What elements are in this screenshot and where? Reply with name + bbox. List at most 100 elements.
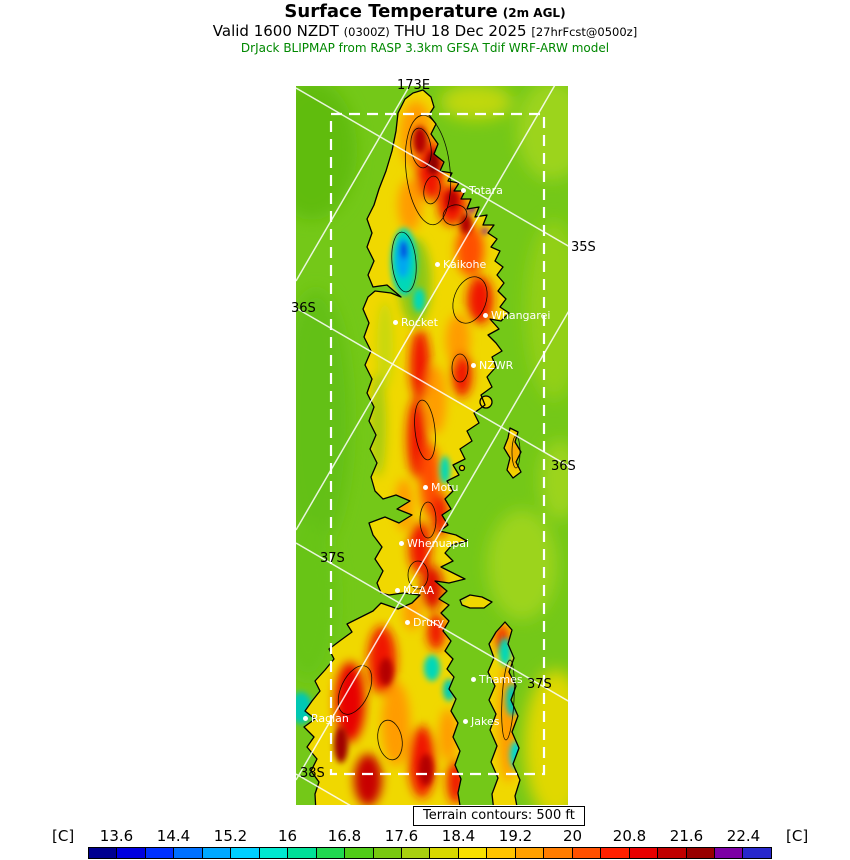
place-label: Whenuapai bbox=[407, 536, 470, 550]
coastline bbox=[303, 89, 522, 805]
colorbar-tick-label: 18.4 bbox=[441, 827, 476, 845]
latitude-label-36s-left: 36S bbox=[291, 301, 316, 316]
map-canvas bbox=[296, 86, 568, 805]
terrain-contours bbox=[337, 114, 521, 761]
place-dot-icon bbox=[471, 362, 476, 368]
colorbar-cell bbox=[401, 848, 431, 858]
colorbar-cell bbox=[231, 848, 260, 858]
place-marker-nzaa: NZAA bbox=[395, 582, 434, 598]
colorbar-cell bbox=[288, 848, 317, 858]
place-label: Drury bbox=[413, 615, 444, 629]
place-dot-icon bbox=[471, 676, 476, 682]
place-label: Jakes bbox=[471, 714, 500, 728]
title-main: Surface Temperature bbox=[284, 1, 498, 22]
colorbar-cell bbox=[202, 848, 232, 858]
colorbar-cell bbox=[174, 848, 203, 858]
place-marker-drury: Drury bbox=[405, 614, 444, 630]
valid-utc: (0300Z) bbox=[343, 25, 390, 39]
place-marker-whenuapai: Whenuapai bbox=[399, 535, 469, 551]
place-label: Totara bbox=[469, 183, 503, 197]
valid-prefix: Valid 1600 NZDT bbox=[212, 22, 339, 40]
colorbar-cell bbox=[430, 848, 459, 858]
colorbar-cell bbox=[743, 848, 771, 858]
model-info-line: DrJack BLIPMAP from RASP 3.3km GFSA Tdif… bbox=[240, 41, 610, 55]
place-label: NZAA bbox=[403, 583, 435, 597]
colorbar-cell bbox=[572, 848, 602, 858]
place-label: Rocket bbox=[401, 315, 438, 329]
colorbar-cell bbox=[601, 848, 630, 858]
place-marker-motu: Motu bbox=[423, 479, 459, 495]
sea-temperature-field bbox=[296, 86, 568, 805]
colorbar-tick-label: 16.8 bbox=[327, 827, 362, 845]
place-marker-whangarei: Whangarei bbox=[483, 307, 550, 323]
place-marker-jakes: Jakes bbox=[463, 713, 499, 729]
domain-boundary bbox=[329, 112, 546, 776]
place-marker-rocket: Rocket bbox=[393, 314, 438, 330]
sea-cool-spot bbox=[296, 692, 312, 724]
colorbar-cell bbox=[515, 848, 545, 858]
place-dot-icon bbox=[435, 261, 440, 267]
graticule bbox=[296, 86, 568, 805]
colorbar-cell bbox=[373, 848, 402, 858]
colorbar-tick-label: 15.2 bbox=[213, 827, 248, 845]
colorbar-cell bbox=[714, 848, 744, 858]
colorbar-cell bbox=[629, 848, 659, 858]
latitude-label-38s: 38S bbox=[300, 766, 325, 781]
colorbar-cell bbox=[117, 848, 146, 858]
colorbar-cell bbox=[458, 848, 488, 858]
colorbar-tick-label: 16 bbox=[277, 827, 298, 845]
colorbar-cell bbox=[145, 848, 175, 858]
colorbar-cell bbox=[259, 848, 289, 858]
colorbar-tick-label: 22.4 bbox=[726, 827, 761, 845]
valid-date: THU 18 Dec 2025 bbox=[394, 22, 527, 40]
place-dot-icon bbox=[399, 540, 404, 546]
colorbar-tick-label: 17.6 bbox=[384, 827, 419, 845]
colorbar-cell bbox=[345, 848, 374, 858]
place-marker-kaikohe: Kaikohe bbox=[435, 256, 486, 272]
colorbar-tick-labels: 13.6 14.4 15.2 16 16.8 17.6 18.4 19.2 20 20.8 21.6… bbox=[88, 827, 772, 845]
place-label: Whangarei bbox=[491, 308, 551, 322]
colorbar-tick-label: 21.6 bbox=[669, 827, 704, 845]
colorbar-tick-label: 19.2 bbox=[498, 827, 533, 845]
place-dot-icon bbox=[393, 319, 398, 325]
colorbar-cell bbox=[544, 848, 573, 858]
place-dot-icon bbox=[303, 715, 308, 721]
colorbar-unit-left: [C] bbox=[52, 827, 75, 845]
colorbar-unit-right: [C] bbox=[786, 827, 809, 845]
colorbar-cell bbox=[89, 848, 118, 858]
terrain-contour-note: Terrain contours: 500 ft bbox=[413, 806, 585, 826]
place-dot-icon bbox=[395, 587, 400, 593]
place-marker-thames: Thames bbox=[471, 671, 523, 687]
place-label: Thames bbox=[479, 672, 523, 686]
forecast-offset: [27hrFcst@0500z] bbox=[531, 25, 638, 39]
latitude-label-37s-left: 37S bbox=[320, 551, 345, 566]
place-label: Motu bbox=[431, 480, 459, 494]
colorbar-cell bbox=[487, 848, 516, 858]
latitude-label-35s: 35S bbox=[571, 240, 596, 255]
place-label: Raglan bbox=[311, 711, 349, 725]
latitude-label-36s-right: 36S bbox=[551, 459, 576, 474]
place-label: Kaikohe bbox=[443, 257, 487, 271]
colorbar-cell bbox=[316, 848, 346, 858]
colorbar-tick-label: 13.6 bbox=[99, 827, 134, 845]
place-label: NZWR bbox=[479, 358, 514, 372]
page-title: Surface Temperature (2m AGL) bbox=[0, 2, 850, 22]
title-suffix: (2m AGL) bbox=[502, 6, 566, 20]
place-dot-icon bbox=[405, 619, 410, 625]
place-marker-totara: Totara bbox=[461, 182, 503, 198]
colorbar-tick-label: 20.8 bbox=[612, 827, 647, 845]
valid-time-line: Valid 1600 NZDT (0300Z) THU 18 Dec 2025 … bbox=[0, 22, 850, 41]
header: Surface Temperature (2m AGL) Valid 1600 … bbox=[0, 2, 850, 56]
colorbar-strip bbox=[88, 847, 772, 859]
colorbar-tick-label: 14.4 bbox=[156, 827, 191, 845]
place-marker-nzwr: NZWR bbox=[471, 357, 513, 373]
longitude-label: 173E bbox=[397, 78, 431, 93]
place-dot-icon bbox=[423, 484, 428, 490]
place-dot-icon bbox=[461, 187, 466, 193]
colorbar-cell bbox=[686, 848, 715, 858]
place-dot-icon bbox=[463, 718, 468, 724]
place-dot-icon bbox=[483, 312, 488, 318]
colorbar-cell bbox=[658, 848, 687, 858]
place-marker-raglan: Raglan bbox=[303, 710, 349, 726]
